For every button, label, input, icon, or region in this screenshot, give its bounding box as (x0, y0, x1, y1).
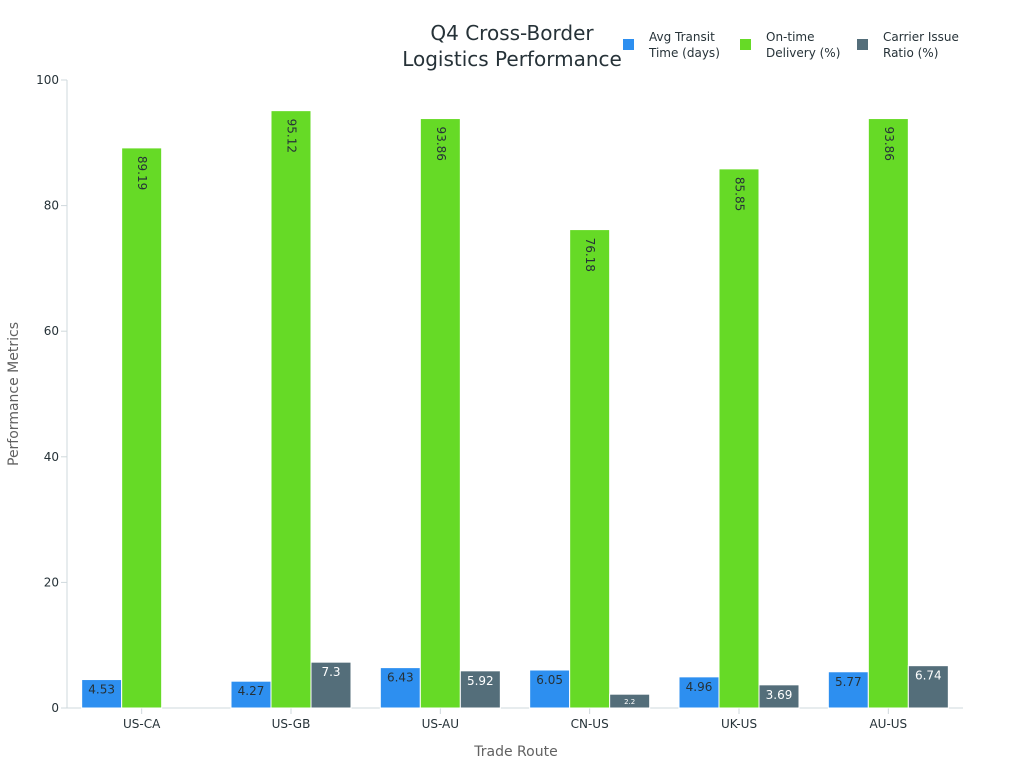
data-label: 4.96 (686, 680, 713, 694)
y-axis-ticks: 0 20 40 60 80 100 (36, 73, 67, 715)
legend-label-1: Avg Transit (649, 30, 715, 44)
y-tick-label: 100 (36, 73, 59, 87)
y-axis-title: Performance Metrics (6, 322, 22, 466)
bar-us-gb-series-3 (310, 661, 352, 709)
legend-label-3: Ratio (%) (883, 46, 938, 60)
bar-uk-us-series-3 (758, 684, 800, 709)
y-tick-label: 80 (44, 199, 59, 213)
bars (81, 110, 949, 709)
data-label: 2.2 (624, 698, 635, 706)
legend-swatch-2 (740, 39, 751, 50)
bar-au-us-series-2 (867, 118, 909, 709)
y-tick-label: 20 (44, 575, 59, 589)
data-labels: 4.53 89.19 4.27 95.12 7.3 6.43 93.86 5.92 6.05 76… (88, 119, 941, 706)
legend-label-3: Carrier Issue (883, 30, 959, 44)
bar-uk-us-series-1 (678, 676, 720, 709)
data-label: 95.12 (285, 119, 299, 153)
bar-cn-us-series-1 (529, 669, 571, 709)
data-label: 5.77 (835, 675, 862, 689)
chart-title: Q4 Cross-Border Logistics Performance (402, 21, 622, 71)
legend-label-1: Time (days) (648, 46, 720, 60)
bar-cn-us-series-2 (569, 229, 611, 709)
bar-uk-us-series-2 (718, 168, 760, 709)
x-tick-label: CN-US (571, 717, 609, 731)
x-tick-label: US-AU (422, 717, 459, 731)
x-tick-label: UK-US (721, 717, 757, 731)
legend-label-2: Delivery (%) (766, 46, 840, 60)
bar-au-us-series-1 (827, 671, 869, 709)
data-label: 4.27 (238, 684, 265, 698)
bar-cn-us-series-3 (609, 693, 651, 709)
y-tick-label: 0 (51, 701, 59, 715)
data-label: 3.69 (766, 688, 793, 702)
bar-us-au-series-3 (459, 670, 501, 709)
y-tick-label: 40 (44, 450, 59, 464)
legend-swatch-1 (623, 39, 634, 50)
data-label: 6.05 (536, 673, 563, 687)
data-label: 5.92 (467, 674, 494, 688)
x-tick-label: US-CA (123, 717, 161, 731)
data-label: 93.86 (882, 127, 896, 161)
data-label: 4.53 (88, 683, 115, 697)
bar-us-gb-series-2 (270, 110, 312, 709)
legend: Avg Transit Time (days) On-time Delivery (%… (623, 30, 959, 60)
x-axis-title: Trade Route (473, 744, 557, 760)
data-label: 6.74 (915, 669, 942, 683)
x-tick-label: US-GB (272, 717, 311, 731)
data-label: 89.19 (135, 156, 149, 190)
data-label: 6.43 (387, 671, 414, 685)
legend-label-2: On-time (766, 30, 815, 44)
data-label: 93.86 (434, 127, 448, 161)
x-axis-ticks: US-CA US-GB US-AU CN-US UK-US AU-US (123, 708, 907, 731)
bar-us-au-series-2 (419, 118, 461, 709)
data-label: 7.3 (321, 665, 340, 679)
legend-swatch-3 (857, 39, 868, 50)
bar-us-ca-series-2 (121, 147, 163, 709)
chart-title-line-1: Q4 Cross-Border (430, 21, 594, 45)
bar-au-us-series-3 (907, 665, 949, 709)
chart-title-line-2: Logistics Performance (402, 47, 622, 71)
axes (66, 80, 963, 709)
y-tick-label: 60 (44, 324, 59, 338)
data-label: 85.85 (733, 177, 747, 211)
data-label: 76.18 (583, 238, 597, 272)
x-tick-label: AU-US (869, 717, 907, 731)
